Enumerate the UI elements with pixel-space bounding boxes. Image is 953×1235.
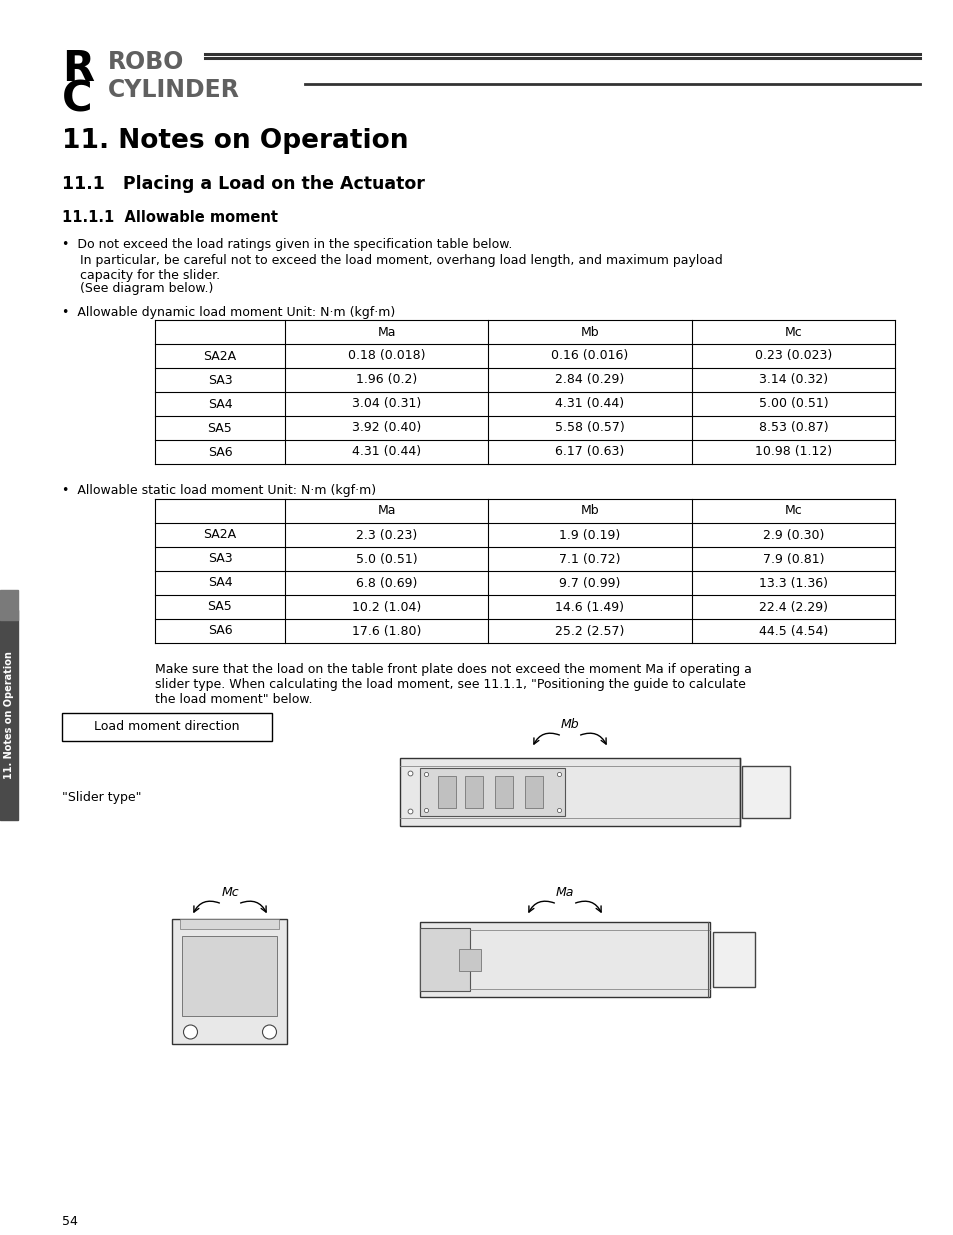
Text: SA6: SA6 (208, 446, 233, 458)
Text: 5.0 (0.51): 5.0 (0.51) (355, 552, 417, 566)
Circle shape (183, 1025, 197, 1039)
Text: SA6: SA6 (208, 625, 233, 637)
Text: 6.8 (0.69): 6.8 (0.69) (355, 577, 416, 589)
Text: SA5: SA5 (208, 421, 233, 435)
Text: Ma: Ma (556, 885, 574, 899)
Text: 0.23 (0.023): 0.23 (0.023) (754, 350, 831, 363)
Text: 11.1   Placing a Load on the Actuator: 11.1 Placing a Load on the Actuator (62, 175, 424, 193)
Text: 4.31 (0.44): 4.31 (0.44) (352, 446, 421, 458)
Text: Mc: Mc (221, 885, 238, 899)
Bar (524, 776, 542, 808)
Text: 54: 54 (62, 1215, 78, 1228)
Bar (437, 776, 456, 808)
Text: •  Allowable dynamic load moment Unit: N·m (kgf·m): • Allowable dynamic load moment Unit: N·… (62, 306, 395, 319)
Bar (0, 590, 18, 620)
Bar (180, 919, 279, 929)
Text: 14.6 (1.49): 14.6 (1.49) (555, 600, 624, 614)
Text: Mb: Mb (580, 505, 598, 517)
Text: slider type. When calculating the load moment, see 11.1.1, "Positioning the guid: slider type. When calculating the load m… (154, 678, 745, 692)
Text: 10.98 (1.12): 10.98 (1.12) (754, 446, 831, 458)
Bar (399, 758, 740, 826)
Text: 6.17 (0.63): 6.17 (0.63) (555, 446, 624, 458)
Text: 5.00 (0.51): 5.00 (0.51) (758, 398, 827, 410)
Text: 10.2 (1.04): 10.2 (1.04) (352, 600, 421, 614)
Text: SA3: SA3 (208, 373, 233, 387)
Text: C: C (62, 78, 92, 120)
Text: 2.3 (0.23): 2.3 (0.23) (355, 529, 416, 541)
Text: CYLINDER: CYLINDER (108, 78, 239, 103)
Text: "Slider type": "Slider type" (62, 790, 141, 804)
Circle shape (262, 1025, 276, 1039)
Text: 11.1.1  Allowable moment: 11.1.1 Allowable moment (62, 210, 277, 225)
Text: the load moment" below.: the load moment" below. (154, 693, 313, 706)
Text: 44.5 (4.54): 44.5 (4.54) (758, 625, 827, 637)
Text: 11. Notes on Operation: 11. Notes on Operation (62, 128, 408, 154)
Text: 2.9 (0.30): 2.9 (0.30) (761, 529, 823, 541)
Text: R: R (62, 48, 94, 90)
Text: SA3: SA3 (208, 552, 233, 566)
Text: 3.04 (0.31): 3.04 (0.31) (352, 398, 421, 410)
Text: 1.96 (0.2): 1.96 (0.2) (355, 373, 416, 387)
Text: SA5: SA5 (208, 600, 233, 614)
Text: •  Do not exceed the load ratings given in the specification table below.: • Do not exceed the load ratings given i… (62, 238, 512, 251)
Bar (0, 610, 18, 820)
Text: Mc: Mc (783, 326, 801, 338)
Text: SA4: SA4 (208, 577, 233, 589)
Text: (See diagram below.): (See diagram below.) (80, 282, 213, 295)
Text: •  Allowable static load moment Unit: N·m (kgf·m): • Allowable static load moment Unit: N·m… (62, 484, 375, 496)
Text: 3.14 (0.32): 3.14 (0.32) (758, 373, 827, 387)
Text: SA4: SA4 (208, 398, 233, 410)
Text: Mc: Mc (783, 505, 801, 517)
Bar (172, 919, 287, 1044)
Text: capacity for the slider.: capacity for the slider. (80, 269, 220, 282)
Text: 17.6 (1.80): 17.6 (1.80) (352, 625, 421, 637)
Text: 4.31 (0.44): 4.31 (0.44) (555, 398, 624, 410)
Text: Make sure that the load on the table front plate does not exceed the moment Ma i: Make sure that the load on the table fro… (154, 663, 751, 676)
Text: Ma: Ma (377, 505, 395, 517)
Text: ROBO: ROBO (108, 49, 184, 74)
Bar (712, 932, 754, 987)
Text: 7.1 (0.72): 7.1 (0.72) (558, 552, 620, 566)
Text: 13.3 (1.36): 13.3 (1.36) (758, 577, 827, 589)
Bar (495, 776, 513, 808)
Text: 2.84 (0.29): 2.84 (0.29) (555, 373, 624, 387)
Text: 0.16 (0.016): 0.16 (0.016) (551, 350, 628, 363)
Text: 5.58 (0.57): 5.58 (0.57) (555, 421, 624, 435)
Bar (182, 936, 277, 1016)
Bar (62, 713, 272, 741)
Text: Load moment direction: Load moment direction (94, 720, 239, 734)
Bar (419, 927, 470, 990)
Text: 1.9 (0.19): 1.9 (0.19) (558, 529, 620, 541)
Text: 25.2 (2.57): 25.2 (2.57) (555, 625, 624, 637)
Text: Mb: Mb (560, 718, 578, 731)
Bar (458, 948, 480, 971)
Bar (741, 766, 789, 818)
Text: SA2A: SA2A (203, 529, 236, 541)
Text: 8.53 (0.87): 8.53 (0.87) (758, 421, 827, 435)
Text: 11. Notes on Operation: 11. Notes on Operation (4, 651, 14, 779)
Bar (464, 776, 482, 808)
Text: In particular, be careful not to exceed the load moment, overhang load length, a: In particular, be careful not to exceed … (80, 254, 722, 267)
Text: Ma: Ma (377, 326, 395, 338)
Text: 0.18 (0.018): 0.18 (0.018) (348, 350, 425, 363)
Text: 9.7 (0.99): 9.7 (0.99) (558, 577, 620, 589)
Text: Mb: Mb (580, 326, 598, 338)
Bar (419, 923, 709, 997)
Text: 7.9 (0.81): 7.9 (0.81) (761, 552, 823, 566)
Text: SA2A: SA2A (203, 350, 236, 363)
Text: 3.92 (0.40): 3.92 (0.40) (352, 421, 421, 435)
Bar (419, 768, 564, 816)
Text: 22.4 (2.29): 22.4 (2.29) (758, 600, 827, 614)
